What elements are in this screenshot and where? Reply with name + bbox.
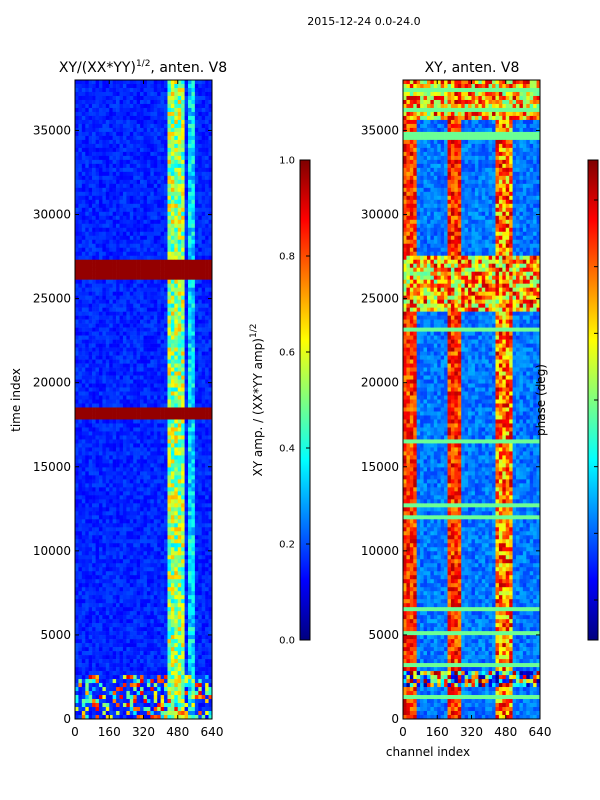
- y-tick-label: 25000: [33, 292, 71, 306]
- y-tick-label: 20000: [33, 376, 71, 390]
- x-tick-label: 480: [166, 725, 189, 739]
- phase-x-axis-label: channel index: [386, 745, 470, 759]
- x-tick-label: 320: [460, 725, 483, 739]
- colorbar-tick-label: 0.6: [279, 348, 295, 359]
- colorbar-tick-label: 1.0: [279, 156, 295, 167]
- y-tick-label: 15000: [33, 460, 71, 474]
- amplitude-colorbar-label: XY amp. / (XX*YY amp)1/2: [249, 324, 265, 477]
- y-tick-label: 30000: [361, 208, 399, 222]
- phase-colorbar: phase (deg) −150−100−50050100150: [534, 159, 599, 641]
- phase-title: XY, anten. V8: [425, 60, 520, 76]
- amplitude-panel: XY/(XX*YY)1/2, anten. V8 0 160 320 480 640 0 5…: [9, 59, 227, 739]
- y-tick-label: 20000: [361, 376, 399, 390]
- x-tick-label: 0: [71, 725, 79, 739]
- y-tick-label: 25000: [361, 292, 399, 306]
- amplitude-colorbar-gradient: [299, 159, 311, 641]
- y-tick-label: 10000: [361, 544, 399, 558]
- colorbar-tick-label: 0.2: [279, 540, 295, 551]
- y-tick-label: 15000: [361, 460, 399, 474]
- phase-colorbar-ticks: −150−100−50050100150: [594, 199, 598, 601]
- phase-colorbar-label: phase (deg): [534, 364, 548, 436]
- amplitude-axes: 0 160 320 480 640 0 5000 10000 15000 20000 25000 30…: [33, 80, 224, 739]
- x-tick-label: 640: [201, 725, 224, 739]
- colorbar-tick-label: 0.8: [279, 252, 295, 263]
- y-tick-label: 0: [63, 712, 71, 726]
- figure-suptitle: 2015-12-24 0.0-24.0: [307, 15, 420, 28]
- x-tick-label: 320: [132, 725, 155, 739]
- y-tick-label: 5000: [40, 628, 71, 642]
- amplitude-colorbar-ticks: 0.0 0.2 0.4 0.6 0.8 1.0: [279, 156, 310, 647]
- amplitude-title: XY/(XX*YY)1/2, anten. V8: [59, 59, 227, 76]
- x-tick-label: 640: [529, 725, 552, 739]
- colorbar-tick-label: 0.4: [279, 444, 295, 455]
- phase-panel: XY, anten. V8 0 160 320 480 640 0 5000 10000 150…: [361, 60, 552, 759]
- phase-heatmap: [403, 80, 541, 720]
- colorbar-tick-label: 0.0: [279, 636, 295, 647]
- y-tick-label: 0: [391, 712, 399, 726]
- x-tick-label: 160: [426, 725, 449, 739]
- y-tick-label: 10000: [33, 544, 71, 558]
- amplitude-y-axis-label: time index: [9, 368, 23, 432]
- x-tick-label: 160: [98, 725, 121, 739]
- amplitude-heatmap: [75, 80, 213, 720]
- phase-axes: 0 160 320 480 640 0 5000 10000 15000 20000 25000 30…: [361, 80, 552, 739]
- y-tick-label: 30000: [33, 208, 71, 222]
- amplitude-colorbar: 0.0 0.2 0.4 0.6 0.8 1.0 XY amp. / (XX*YY amp)…: [249, 156, 311, 647]
- y-tick-label: 35000: [361, 123, 399, 137]
- y-tick-label: 35000: [33, 123, 71, 137]
- x-tick-label: 480: [494, 725, 517, 739]
- y-tick-label: 5000: [368, 628, 399, 642]
- x-tick-label: 0: [399, 725, 407, 739]
